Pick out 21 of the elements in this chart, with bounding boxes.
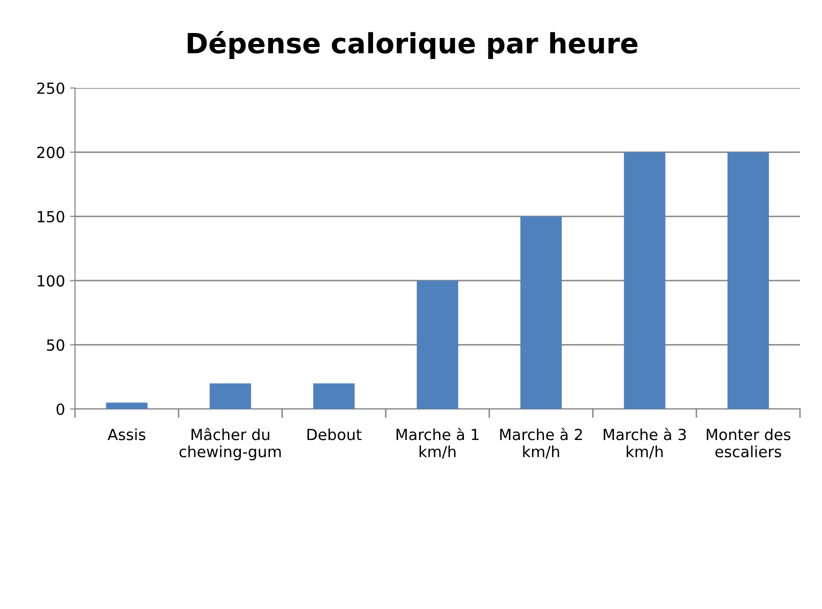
x-tick-label: Marche à 1 km/h [396,428,478,459]
y-tick-label: 0 [56,403,64,416]
y-tick-label: 250 [37,82,64,94]
bar [520,216,562,409]
bar [416,280,458,409]
y-tick-label: 200 [37,146,64,158]
x-tick-label: Monter des escaliers [706,428,790,458]
bar [106,402,148,409]
x-tick-label: Marche à 2 km/h [500,428,582,459]
bar [624,152,666,409]
bar [313,383,355,409]
bar [210,383,252,409]
x-tick-label: Debout [307,428,362,440]
y-tick-label: 50 [47,339,64,351]
bar [728,152,769,409]
y-tick-label: 150 [38,210,64,222]
chart-title: Dépense calorique par heure [188,31,638,59]
x-tick-label: Marche à 3 km/h [604,428,686,459]
x-tick-label: Assis [108,428,146,440]
x-tick-label: Mâcher du chewing-gum [180,428,281,460]
y-tick-label: 100 [38,275,64,287]
